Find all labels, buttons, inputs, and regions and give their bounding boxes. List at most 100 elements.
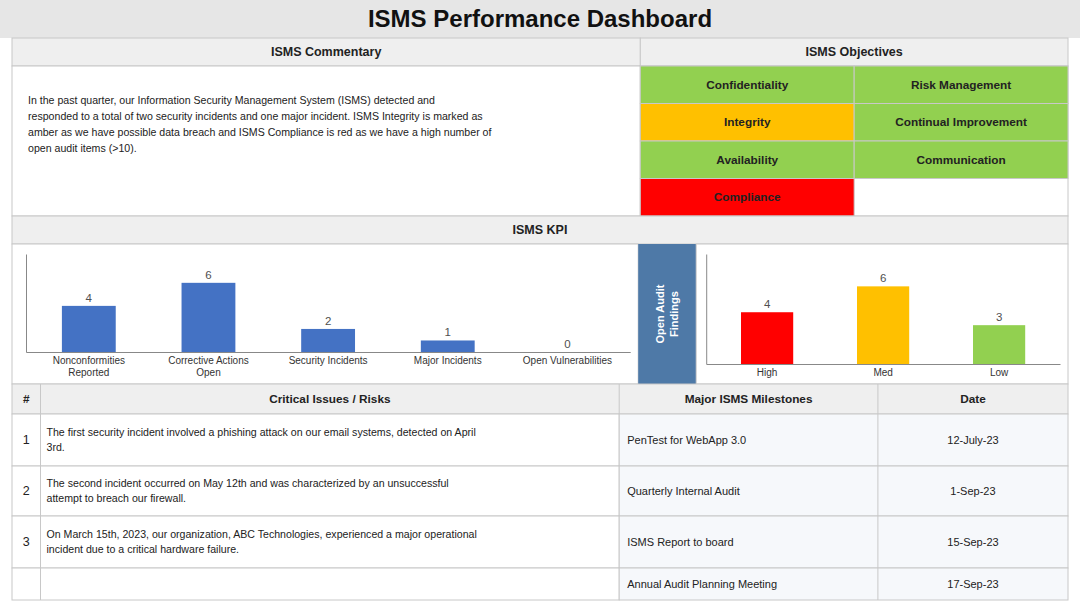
- issue-text: The first security incident involved a p…: [47, 426, 476, 453]
- data-label: 4: [86, 292, 93, 304]
- data-label: 1: [445, 326, 451, 338]
- objective-label: Continual Improvement: [895, 115, 1027, 129]
- issues-table: # Critical Issues / Risks Major ISMS Miles…: [12, 384, 1068, 600]
- commentary-text: In the past quarter, our Information Sec…: [28, 94, 491, 154]
- objective-label: Confidentiality: [706, 78, 788, 92]
- bar-chart: High Med Low 4 6 3: [696, 244, 1068, 384]
- chart-bg: [696, 244, 1068, 384]
- x-tick-label: Med: [873, 367, 892, 378]
- milestone-cell: [619, 414, 1068, 466]
- bar: [421, 340, 475, 352]
- x-tick: High: [757, 364, 778, 378]
- section-header: ISMS Commentary: [271, 45, 381, 59]
- milestone-date: 17-Sep-23: [947, 578, 998, 590]
- bar: [62, 306, 116, 352]
- y-axis-line: [706, 255, 707, 365]
- x-tick: Major Incidents: [414, 352, 482, 366]
- issue-number: 3: [23, 535, 30, 549]
- table-header: Date: [960, 392, 986, 406]
- bar: [301, 329, 355, 352]
- objectives: ISMS ObjectivesConfidentialityRisk Manag…: [640, 38, 1068, 216]
- bar-chart: NonconformitiesReported Corrective Action…: [12, 244, 638, 384]
- issue-cell: [12, 466, 619, 516]
- column-divider: [877, 384, 878, 414]
- data-label: 6: [205, 269, 211, 281]
- objective-cell: [854, 66, 1068, 104]
- issue-text: On March 15th, 2023, our organization, A…: [47, 528, 477, 555]
- column-divider: [40, 466, 41, 516]
- audit-strip-bg: [638, 244, 696, 384]
- x-tick-label: Low: [990, 367, 1009, 378]
- x-tick-label: Corrective ActionsOpen: [168, 355, 249, 378]
- kpi-section: ISMS KPI: [12, 216, 1068, 244]
- objective-cell: [854, 141, 1068, 179]
- bar: [182, 283, 236, 352]
- column-divider: [40, 516, 41, 568]
- x-tick: Corrective ActionsOpen: [168, 352, 249, 378]
- x-tick: Med: [873, 364, 892, 378]
- data-label: 4: [764, 298, 771, 310]
- dashboard: ISMS Performance Dashboard ISMS Commentar…: [0, 0, 1080, 607]
- kpi-header-bg: [12, 216, 1068, 244]
- issue-cell: [12, 568, 619, 600]
- milestone-cell: [619, 568, 1068, 600]
- column-divider: [877, 414, 878, 466]
- bar: [857, 286, 909, 364]
- column-divider: [877, 568, 878, 600]
- milestone-text: Quarterly Internal Audit: [627, 485, 740, 497]
- table-header: #: [23, 392, 30, 406]
- objectives-body-bg: [640, 66, 1068, 216]
- data-label: 3: [996, 311, 1002, 323]
- column-divider: [40, 568, 41, 600]
- table-header: Major ISMS Milestones: [685, 392, 813, 406]
- issue-text: The second incident occurred on May 12th…: [47, 477, 449, 504]
- commentary: ISMS Commentary In the past quarter, our …: [12, 38, 640, 216]
- x-axis: NonconformitiesReported Corrective Action…: [27, 352, 631, 378]
- x-tick-label: High: [757, 367, 778, 378]
- table-header: Critical Issues / Risks: [269, 392, 391, 406]
- data-label: 2: [325, 315, 331, 327]
- issue-cell: [12, 516, 619, 568]
- x-tick-label: Major Incidents: [414, 355, 482, 366]
- bar: [741, 312, 793, 364]
- issue-number: 2: [23, 484, 30, 498]
- chart-bg: [12, 244, 638, 384]
- column-divider: [877, 516, 878, 568]
- data-labels: 4 6 2 1 0: [86, 269, 571, 350]
- data-label: 6: [880, 272, 886, 284]
- milestone-cell: [619, 516, 1068, 568]
- x-tick-label: Security Incidents: [289, 355, 368, 366]
- y-axis-line: [26, 255, 27, 353]
- objective-cell: [854, 104, 1068, 142]
- plot: High Med Low 4 6 3: [707, 255, 1061, 379]
- bars: [62, 283, 475, 352]
- x-tick: NonconformitiesReported: [53, 352, 125, 378]
- objective-cell: [640, 66, 854, 104]
- column-divider: [619, 384, 620, 414]
- x-tick-label: NonconformitiesReported: [53, 355, 125, 378]
- x-tick-label: Open Vulnerabilities: [523, 355, 612, 366]
- issue-number: 1: [23, 433, 30, 447]
- column-divider: [40, 414, 41, 466]
- objective-label: Compliance: [714, 190, 781, 204]
- commentary-header-bg: [12, 38, 640, 66]
- data-label: 0: [564, 338, 570, 350]
- title-band: ISMS Performance Dashboard: [0, 0, 1080, 38]
- milestone-date: 15-Sep-23: [947, 536, 998, 548]
- objective-cell: [640, 141, 854, 179]
- milestone-text: Annual Audit Planning Meeting: [627, 578, 777, 590]
- chart-title: Open AuditFindings: [654, 284, 680, 343]
- commentary-body-bg: [12, 66, 640, 216]
- objectives-header-bg: [640, 38, 1068, 66]
- objective-label: Communication: [917, 153, 1006, 167]
- bar: [973, 325, 1025, 364]
- title: ISMS Performance Dashboard: [368, 5, 712, 32]
- milestone-cell: [619, 466, 1068, 516]
- bars: [741, 286, 1025, 364]
- milestone-text: ISMS Report to board: [627, 536, 733, 548]
- title-bg: [0, 0, 1080, 38]
- x-axis-line: [707, 364, 1061, 365]
- milestone-date: 12-July-23: [947, 434, 998, 446]
- plot: NonconformitiesReported Corrective Action…: [27, 255, 631, 378]
- y-axis: [26, 255, 27, 353]
